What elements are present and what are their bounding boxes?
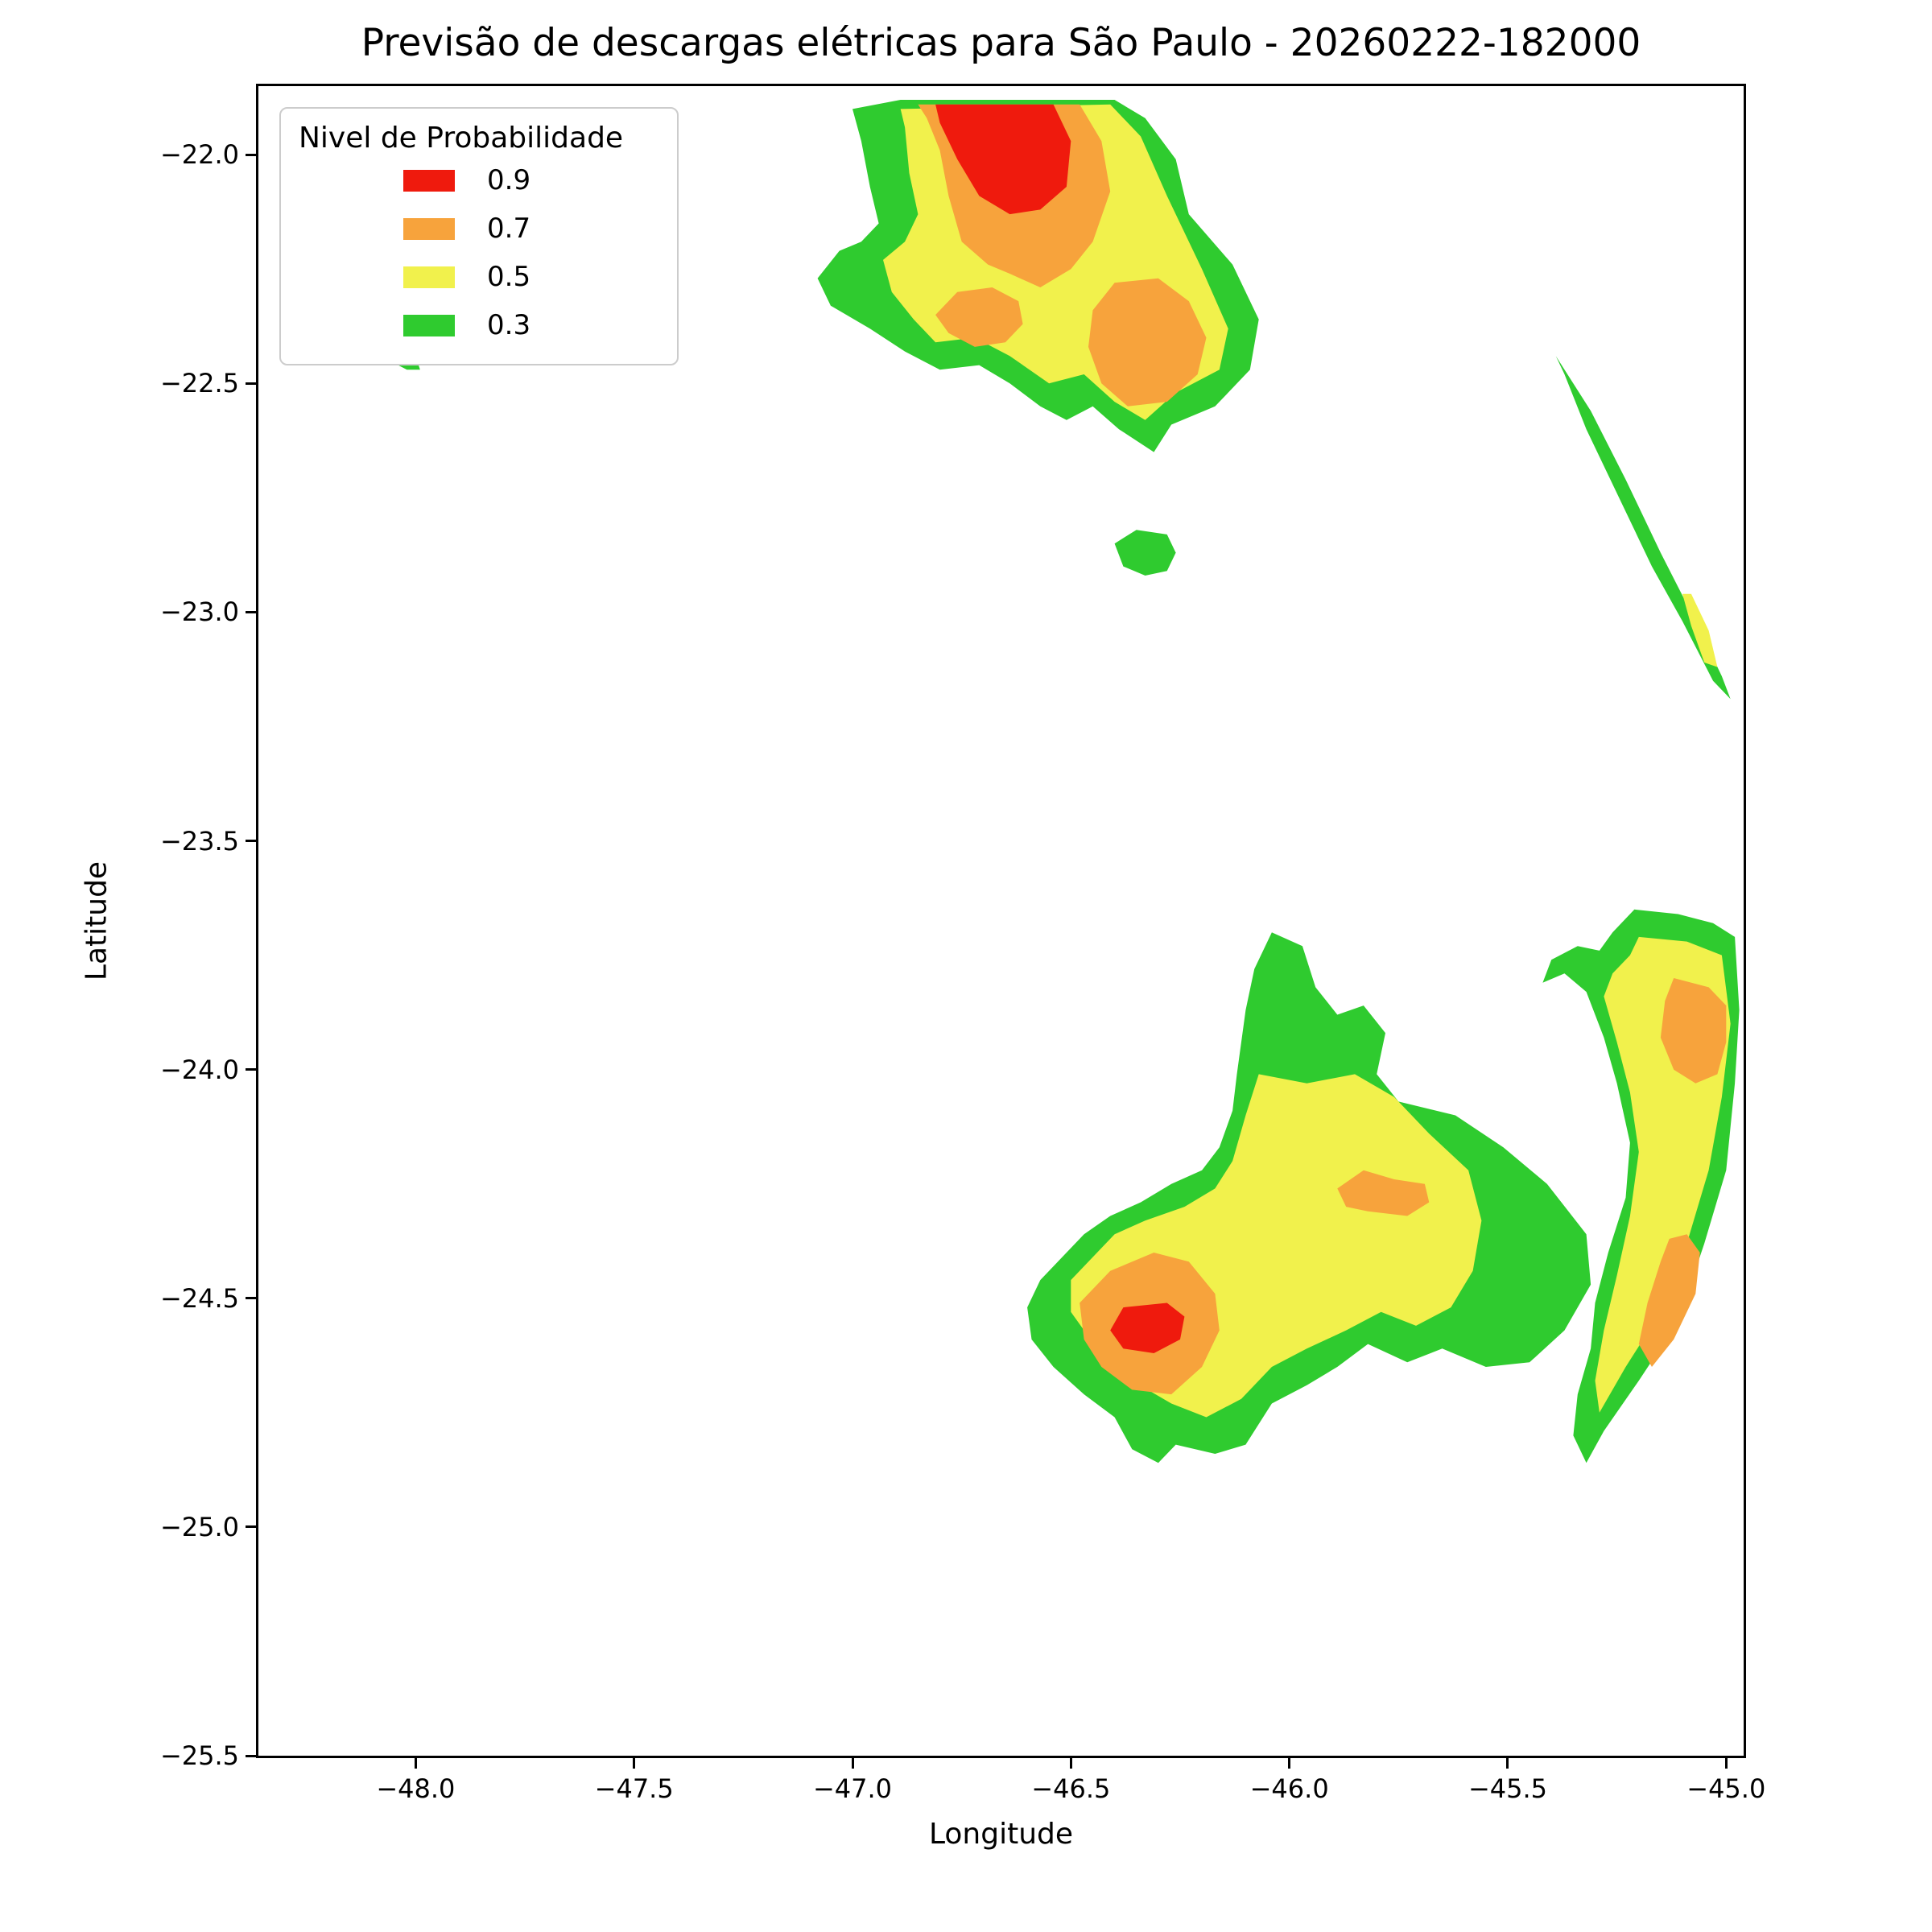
contour-region-central-small-cell bbox=[1114, 530, 1176, 576]
contour-plot bbox=[398, 100, 1740, 1463]
y-tick-mark bbox=[246, 1754, 256, 1757]
contour-region-east-sliver-mid bbox=[1682, 593, 1718, 667]
x-tick-label: −48.0 bbox=[376, 1773, 456, 1804]
contour-region-north-high-west bbox=[935, 287, 1023, 347]
legend-label-0-9: 0.9 bbox=[487, 164, 531, 196]
x-tick-label: −46.0 bbox=[1249, 1773, 1329, 1804]
x-tick-mark bbox=[414, 1758, 417, 1769]
x-tick-label: −45.0 bbox=[1686, 1773, 1766, 1804]
x-tick-label: −46.5 bbox=[1031, 1773, 1111, 1804]
legend-swatch-0-7-icon bbox=[403, 217, 455, 240]
x-tick-mark bbox=[1069, 1758, 1072, 1769]
legend-item-0-9: 0.9 bbox=[299, 156, 659, 204]
legend: Nivel de Probabilidade 0.9 0.7 0.5 0.3 bbox=[279, 107, 679, 365]
legend-label-0-5: 0.5 bbox=[487, 261, 531, 293]
y-tick-label: −25.0 bbox=[159, 1511, 239, 1542]
contour-region-east-sliver-outer bbox=[1555, 356, 1731, 700]
y-tick-label: −23.5 bbox=[159, 825, 239, 857]
legend-swatch-0-5-icon bbox=[403, 266, 455, 288]
y-tick-mark bbox=[246, 1525, 256, 1529]
x-tick-mark bbox=[1288, 1758, 1291, 1769]
legend-swatch-0-9-icon bbox=[403, 169, 455, 192]
y-tick-label: −24.0 bbox=[159, 1054, 239, 1085]
x-tick-mark bbox=[1724, 1758, 1728, 1769]
contour-region-north-storm-core bbox=[935, 104, 1071, 215]
contour-region-south-high-center bbox=[1337, 1170, 1430, 1216]
x-tick-label: −45.5 bbox=[1468, 1773, 1547, 1804]
x-tick-label: −47.0 bbox=[812, 1773, 893, 1804]
y-axis-label: Latitude bbox=[80, 861, 114, 981]
x-tick-mark bbox=[1506, 1758, 1509, 1769]
x-axis-label: Longitude bbox=[928, 1818, 1074, 1851]
y-tick-mark bbox=[246, 840, 256, 843]
legend-item-0-5: 0.5 bbox=[299, 253, 659, 301]
y-tick-label: −22.5 bbox=[159, 368, 239, 399]
legend-title: Nivel de Probabilidade bbox=[299, 122, 624, 155]
plot-area: Nivel de Probabilidade 0.9 0.7 0.5 0.3 bbox=[256, 84, 1746, 1758]
legend-item-0-3: 0.3 bbox=[299, 301, 659, 349]
y-tick-mark bbox=[246, 382, 256, 385]
y-tick-mark bbox=[246, 1068, 256, 1071]
chart-title: Previsão de descargas elétricas para São… bbox=[361, 21, 1641, 65]
x-tick-mark bbox=[633, 1758, 636, 1769]
legend-label-0-7: 0.7 bbox=[487, 213, 531, 245]
contour-region-crescent-high-south bbox=[1638, 1234, 1700, 1367]
y-tick-mark bbox=[246, 153, 256, 156]
contour-region-south-storm-core bbox=[1110, 1302, 1185, 1353]
contour-region-north-high-east bbox=[1088, 278, 1207, 407]
x-tick-mark bbox=[851, 1758, 854, 1769]
x-tick-label: −47.5 bbox=[594, 1773, 674, 1804]
y-tick-mark bbox=[246, 1297, 256, 1300]
y-tick-label: −24.5 bbox=[159, 1282, 239, 1314]
legend-label-0-3: 0.3 bbox=[487, 309, 531, 341]
y-tick-label: −22.0 bbox=[159, 139, 239, 171]
y-tick-label: −23.0 bbox=[159, 597, 239, 628]
y-tick-mark bbox=[246, 610, 256, 613]
legend-swatch-0-3-icon bbox=[403, 314, 455, 336]
legend-item-0-7: 0.7 bbox=[299, 204, 659, 253]
contour-region-crescent-high-north bbox=[1660, 978, 1727, 1084]
y-tick-label: −25.5 bbox=[159, 1740, 239, 1771]
